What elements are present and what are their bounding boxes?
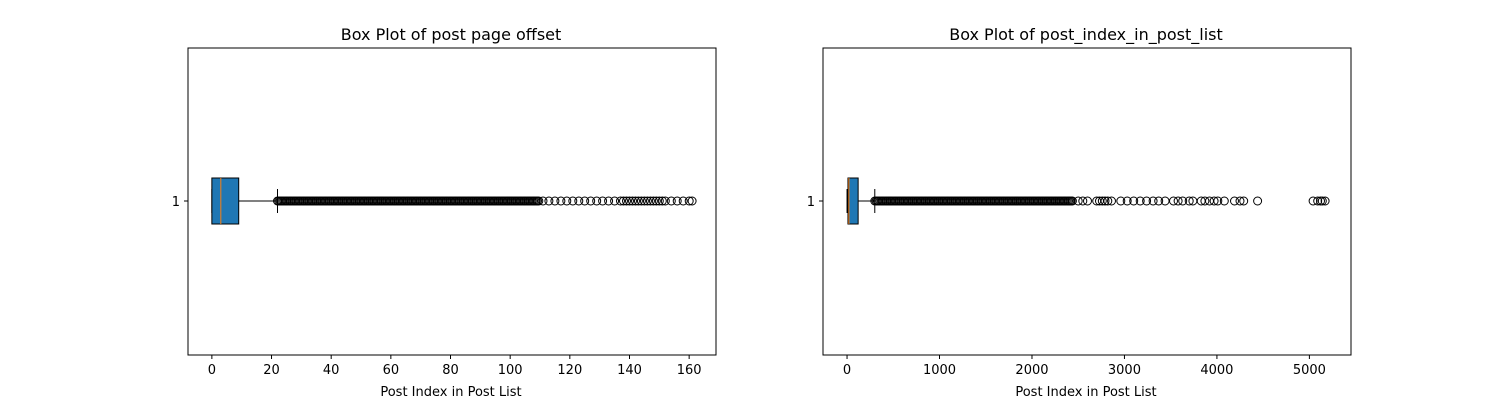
outlier-point [657, 196, 667, 206]
x-axis-label: Post Index in Post List [1015, 385, 1156, 400]
outlier-point [654, 196, 664, 206]
outlier-point [1320, 196, 1330, 206]
outlier-point [586, 196, 596, 206]
outlier-point [610, 196, 620, 206]
outlier-point [645, 196, 655, 206]
outlier-point [1073, 196, 1083, 206]
outlier-point [666, 196, 676, 206]
outlier-point [678, 196, 688, 206]
outlier-point [1239, 196, 1249, 206]
y-axis: 1 [807, 195, 823, 210]
outlier-point [1067, 196, 1077, 206]
outlier-point [1209, 196, 1219, 206]
outlier-point [631, 196, 640, 206]
x-tick-label: 3000 [1108, 363, 1141, 378]
plot-area [846, 177, 1330, 225]
outlier-point [660, 196, 670, 206]
outlier-point [684, 196, 694, 206]
x-tick-label: 20 [263, 363, 280, 378]
outlier-point [651, 196, 661, 206]
outlier-point [1129, 196, 1139, 206]
outlier-point [1142, 196, 1152, 206]
outlier-point [1253, 196, 1263, 206]
outlier-point [639, 196, 649, 206]
y-tick-label: 1 [172, 195, 180, 210]
outlier-point [616, 196, 625, 206]
outlier-point [1313, 196, 1323, 206]
outlier-point [550, 196, 560, 206]
y-tick-label: 1 [807, 195, 815, 210]
x-tick-label: 1000 [923, 363, 956, 378]
outlier-point [598, 196, 608, 206]
x-axis: 0 1000 2000 3000 4000 5000 [843, 355, 1326, 378]
chart-post-page-offset: Box Plot of post page offset 0 20 40 60 80 10… [172, 25, 717, 400]
outlier-point [1107, 196, 1116, 206]
outlier-point [1178, 196, 1188, 206]
x-tick-label: 0 [208, 363, 216, 378]
outlier-point [544, 196, 554, 206]
outlier-point [1173, 196, 1183, 206]
box-iqr [847, 177, 859, 225]
x-tick-label: 60 [383, 363, 400, 378]
outlier-point [625, 196, 634, 206]
x-tick-label: 100 [498, 363, 523, 378]
outlier-point [1184, 196, 1194, 206]
outlier-point [1083, 196, 1092, 206]
outlier-point [1213, 196, 1223, 206]
outlier-point [1135, 196, 1145, 206]
outlier-point [1230, 196, 1239, 206]
outlier-point [1100, 196, 1110, 206]
x-tick-label: 2000 [1015, 363, 1048, 378]
outlier-point [1200, 196, 1210, 206]
outlier-point [1148, 196, 1158, 206]
chart-title: Box Plot of post_index_in_post_list [949, 25, 1223, 45]
x-tick-label: 140 [617, 363, 642, 378]
chart-title: Box Plot of post page offset [341, 25, 562, 44]
outlier-point [633, 196, 643, 206]
outlier-point [622, 196, 631, 206]
outlier-point [1169, 196, 1178, 206]
outlier-point [580, 196, 590, 206]
outlier-point [556, 196, 566, 206]
outlier-point [687, 196, 697, 206]
outlier-point [1317, 196, 1327, 206]
box-iqr [211, 177, 240, 225]
outlier-point [648, 196, 658, 206]
x-tick-label: 0 [843, 363, 851, 378]
outlier-point [574, 196, 584, 206]
outlier-point [604, 196, 614, 206]
x-tick-label: 5000 [1293, 363, 1326, 378]
outlier-point [1308, 196, 1318, 206]
x-tick-label: 4000 [1200, 363, 1233, 378]
outlier-point [538, 196, 548, 206]
x-axis-label: Post Index in Post List [380, 385, 521, 400]
outlier-point [592, 196, 602, 206]
outlier-point [1219, 196, 1229, 206]
outlier-point [636, 196, 646, 206]
outlier-point [1103, 196, 1113, 206]
outlier-point [1116, 196, 1126, 206]
outlier-point [1078, 196, 1088, 206]
outlier-point [1122, 196, 1132, 206]
outlier-point [562, 196, 572, 206]
x-tick-label: 160 [677, 363, 702, 378]
x-tick-label: 120 [557, 363, 582, 378]
outlier-point [619, 196, 628, 206]
x-axis: 0 20 40 60 80 100 120 140 160 [208, 355, 702, 378]
outlier-point [1235, 196, 1245, 206]
outlier-point [1205, 196, 1214, 206]
y-axis: 1 [172, 195, 188, 210]
x-tick-label: 40 [323, 363, 340, 378]
chart-post-index-in-post-list: Box Plot of post_index_in_post_list 0 100… [807, 25, 1352, 400]
outlier-point [1154, 196, 1164, 206]
outlier-point [534, 196, 544, 206]
outlier-point [642, 196, 652, 206]
outlier-point [1097, 196, 1107, 206]
outlier-point [628, 196, 637, 206]
outlier-point [672, 196, 682, 206]
plot-area [211, 177, 697, 225]
x-tick-label: 80 [442, 363, 459, 378]
outlier-point [568, 196, 578, 206]
